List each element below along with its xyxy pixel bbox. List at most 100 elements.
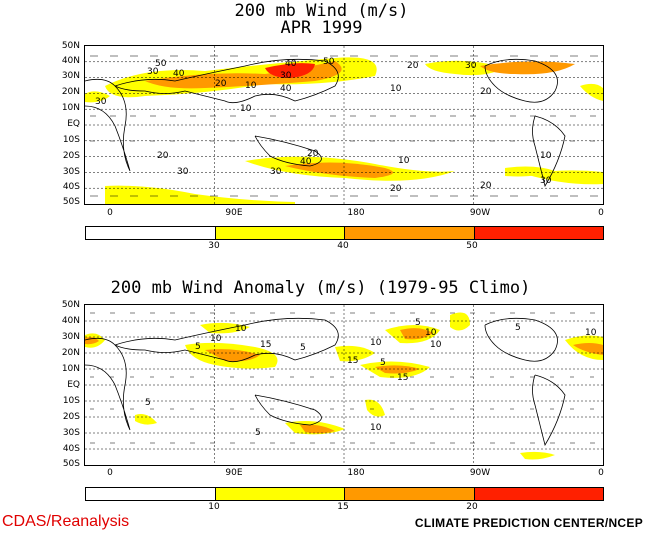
lat-label: 50S: [62, 197, 80, 207]
shade-yellow: [525, 170, 603, 185]
contour-label: 20: [157, 151, 169, 161]
contour-label: 10: [425, 328, 437, 338]
lon-label: 180: [347, 468, 365, 478]
contour-label: 30: [95, 97, 107, 107]
contour-label: 20: [307, 149, 319, 159]
contour-label: 30: [147, 67, 159, 77]
contour-label: 10: [390, 84, 402, 94]
panel1-shading: [85, 57, 603, 204]
lat-label: 10N: [61, 103, 80, 113]
lon-label: 0: [598, 208, 604, 218]
lat-label: 20S: [62, 151, 80, 161]
contour-label: 5: [415, 318, 421, 328]
contour-label: 10: [540, 151, 552, 161]
colorbar-swatch-white: [86, 227, 216, 239]
shade-orange: [145, 61, 342, 89]
panel1-map-svg: 50 40 30 20 10 30 40 50 40 20 30 20 10 3…: [85, 46, 603, 204]
lon-label: 0: [598, 468, 604, 478]
shade-orange: [300, 424, 335, 434]
lat-label: 40N: [61, 56, 80, 66]
contour-label: 10: [235, 324, 247, 334]
contour-label: 5: [255, 428, 261, 438]
lat-label: 10S: [62, 135, 80, 145]
footer-credit-label: CLIMATE PREDICTION CENTER/NCEP: [414, 516, 643, 530]
contour-label: 10: [370, 423, 382, 433]
panel1-subtitle: APR 1999: [280, 18, 363, 38]
panel1-vectors: [90, 55, 598, 197]
contour-label: 10: [430, 340, 442, 350]
colorbar-label: 50: [466, 241, 478, 251]
panel1-colorbar: [85, 226, 604, 240]
lon-label: 90E: [225, 468, 243, 478]
contour-label: 10: [370, 338, 382, 348]
contour-label: 20: [480, 181, 492, 191]
colorbar-swatch-yellow: [215, 227, 345, 239]
lat-label: 30N: [61, 71, 80, 81]
shade-orange: [573, 343, 603, 355]
colorbar-swatch-red: [474, 227, 603, 239]
panel2-grid: [85, 305, 603, 465]
shade-orange: [285, 162, 393, 178]
colorbar-swatch-orange: [345, 227, 475, 239]
shade-orange: [400, 328, 433, 340]
contour-label: 5: [515, 323, 521, 333]
shade-yellow: [450, 312, 470, 331]
lat-label: 30N: [61, 332, 80, 342]
lon-label: 90W: [469, 208, 491, 218]
shade-yellow: [135, 414, 157, 425]
shade-yellow: [425, 60, 505, 76]
colorbar-label: 30: [208, 241, 220, 251]
lat-label: 20N: [61, 87, 80, 97]
contour-label: 10: [398, 156, 410, 166]
contour-label: 20: [390, 184, 402, 194]
contour-label: 40: [280, 84, 292, 94]
lat-label: 30S: [62, 167, 80, 177]
lat-label: 50N: [61, 41, 80, 51]
lon-label: 0: [107, 468, 113, 478]
lat-label: 10N: [61, 364, 80, 374]
contour-label: 30: [465, 61, 477, 71]
colorbar-swatch-white: [86, 488, 216, 500]
panel2-contour-labels: 10 5 15 10 5 10 5 15 10 5 10 15 5 10 5 1…: [145, 318, 597, 438]
panel2-colorbar: [85, 487, 604, 501]
contour-label: 15: [260, 340, 271, 350]
colorbar-swatch-yellow: [215, 488, 345, 500]
contour-label: 40: [300, 157, 312, 167]
footer-source-label: CDAS/Reanalysis: [2, 513, 130, 530]
contour-label: 5: [300, 343, 306, 353]
contour-label: 40: [285, 59, 297, 69]
colorbar-label: 40: [337, 241, 349, 251]
contour-label: 10: [245, 81, 257, 91]
panel1-title: 200 mb Wind (m/s): [234, 1, 409, 21]
panel2-shading: [85, 312, 603, 460]
contour-label: 50: [323, 57, 335, 67]
lat-label: 40N: [61, 316, 80, 326]
contour-label: 20: [407, 61, 419, 71]
panel2-title: 200 mb Wind Anomaly (m/s) (1979-95 Climo…: [110, 278, 531, 298]
panel1-map: 50 40 30 20 10 30 40 50 40 20 30 20 10 3…: [84, 45, 604, 205]
lon-label: 180: [347, 208, 365, 218]
lat-label: 40S: [62, 444, 80, 454]
shade-yellow: [365, 399, 385, 417]
colorbar-swatch-orange: [345, 488, 475, 500]
shade-orange: [205, 349, 260, 362]
contour-label: 30: [540, 176, 552, 186]
lat-label: 50N: [61, 300, 80, 310]
lat-label: 20S: [62, 412, 80, 422]
contour-label: 10: [240, 104, 252, 114]
panel2-map: 10 5 15 10 5 10 5 15 10 5 10 15 5 10 5 1…: [84, 304, 604, 466]
contour-label: 30: [280, 71, 292, 81]
shade-orange: [375, 365, 420, 374]
lon-label: 0: [107, 208, 113, 218]
colorbar-swatch-red: [474, 488, 603, 500]
shade-yellow: [105, 185, 295, 204]
shade-yellow: [200, 322, 250, 334]
shade-red: [265, 63, 315, 78]
contour-label: 20: [480, 87, 492, 97]
lat-label: 50S: [62, 459, 80, 469]
contour-label: 50: [155, 59, 167, 69]
lat-label: 30S: [62, 428, 80, 438]
contour-label: 5: [195, 342, 201, 352]
contour-label: 10: [210, 334, 222, 344]
panel2-coastlines: [85, 317, 566, 447]
